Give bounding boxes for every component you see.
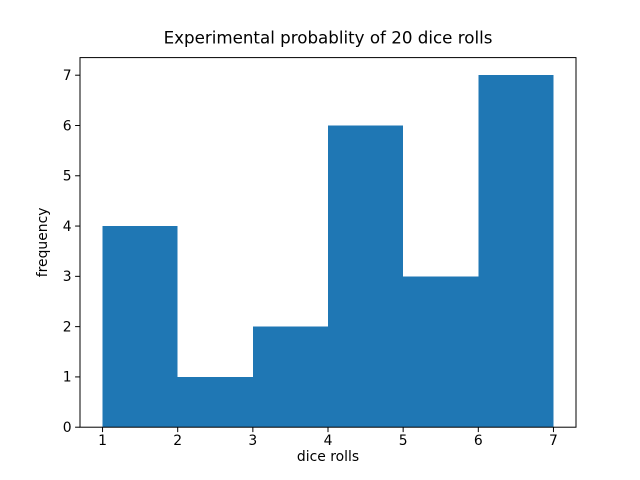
y-tick-label: 2 xyxy=(63,319,72,335)
x-axis-label: dice rolls xyxy=(297,449,359,465)
x-tick-label: 6 xyxy=(474,433,483,449)
histogram-bar xyxy=(252,326,328,428)
x-tick-label: 7 xyxy=(549,433,558,449)
x-tick-label: 2 xyxy=(173,433,182,449)
x-tick-label: 1 xyxy=(98,433,107,449)
y-tick-label: 3 xyxy=(63,269,72,285)
y-tick-label: 7 xyxy=(63,68,72,84)
y-tick-label: 5 xyxy=(63,169,72,185)
histogram-bars xyxy=(102,75,554,428)
y-tick-label: 6 xyxy=(63,118,72,134)
histogram-bar xyxy=(478,75,554,428)
y-tick-label: 1 xyxy=(63,370,72,386)
chart-title: Experimental probablity of 20 dice rolls xyxy=(164,28,493,48)
x-axis-ticks: 1 2 3 4 5 6 7 xyxy=(98,427,558,449)
x-tick-label: 3 xyxy=(248,433,257,449)
y-tick-label: 0 xyxy=(63,420,72,436)
y-axis-ticks: 0 1 2 3 4 5 6 7 xyxy=(63,68,80,436)
y-tick-label: 4 xyxy=(63,219,72,235)
histogram-bar xyxy=(403,276,479,428)
histogram-bar xyxy=(102,226,178,428)
histogram-bar xyxy=(177,376,253,428)
histogram-bar xyxy=(328,125,404,428)
x-tick-label: 5 xyxy=(399,433,408,449)
x-tick-label: 4 xyxy=(324,433,333,449)
y-axis-label: frequency xyxy=(35,208,51,278)
